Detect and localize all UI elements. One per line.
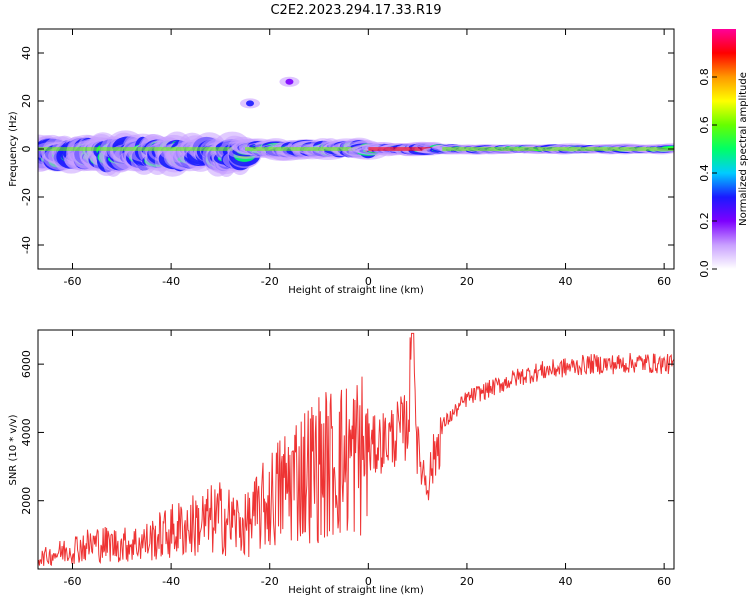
x-tick-label: 60	[657, 575, 671, 588]
x-tick-label: -60	[64, 575, 82, 588]
heatmap-blobs	[38, 76, 674, 177]
y-tick-label: 40	[20, 46, 33, 60]
x-tick-label: -20	[261, 275, 279, 288]
x-tick-label: 40	[559, 575, 573, 588]
colorbar-tick-label: 0.4	[698, 164, 711, 182]
snr-frame	[37, 329, 675, 570]
spectrogram-heatmap	[38, 76, 674, 177]
x-tick-label: 0	[365, 275, 372, 288]
colorbar-ticks: 0.0 0.2 0.4 0.6 0.8	[698, 68, 717, 278]
colorbar-label: Normalized spectral amplitude	[738, 72, 749, 226]
snr-panel: -60 -40 -20 0 20 40 60 2000 4000 6000 Height of s…	[8, 329, 675, 596]
x-tick-label: 20	[460, 275, 474, 288]
x-tick-label: -40	[162, 275, 180, 288]
y-tick-label: 6000	[20, 350, 33, 378]
colorbar-tick-label: 0.8	[698, 68, 711, 86]
snr-xlabel: Height of straight line (km)	[288, 585, 424, 596]
x-tick-label: 40	[559, 275, 573, 288]
x-tick-label: 0	[365, 575, 372, 588]
heatmap-ridge	[38, 147, 246, 151]
y-tick-label: 4000	[20, 418, 33, 446]
spectrogram-panel: -60 -40 -20 0 20 40 60 -40 -20 0 20 40 Height of st…	[8, 28, 675, 296]
x-tick-label: -20	[261, 575, 279, 588]
colorbar-gradient	[712, 29, 736, 269]
y-tick-label: -40	[20, 236, 33, 254]
snr-series	[38, 332, 674, 567]
snr-ylabel: SNR (10 * v/v)	[8, 414, 19, 485]
heatmap-cell	[285, 78, 294, 85]
x-tick-label: -60	[64, 275, 82, 288]
y-tick-label: 0	[20, 146, 33, 153]
colorbar: 0.0 0.2 0.4 0.6 0.8 Normalized spectral ampl…	[698, 29, 749, 278]
colorbar-tick-label: 0.6	[698, 116, 711, 134]
y-tick-label: 20	[20, 94, 33, 108]
y-tick-label: -20	[20, 188, 33, 206]
snr-ticks: -60 -40 -20 0 20 40 60 2000 4000 6000	[20, 330, 674, 588]
x-tick-label: 60	[657, 275, 671, 288]
snr-line	[38, 332, 674, 567]
colorbar-tick-label: 0.0	[698, 260, 711, 278]
heatmap-ridge	[368, 147, 443, 151]
heatmap-ridge	[442, 147, 674, 151]
x-tick-label: 20	[460, 575, 474, 588]
spectrogram-ticks: -60 -40 -20 0 20 40 60 -40 -20 0 20 40	[20, 29, 674, 288]
y-tick-label: 2000	[20, 487, 33, 515]
x-tick-label: -40	[162, 575, 180, 588]
spectrogram-xlabel: Height of straight line (km)	[288, 285, 424, 296]
heatmap-cell	[246, 100, 254, 107]
colorbar-tick-label: 0.2	[698, 212, 711, 230]
heatmap-ridge	[245, 147, 369, 151]
spectrogram-ylabel: Frequency (Hz)	[8, 111, 19, 187]
figure-title: C2E2.2023.294.17.33.R19	[270, 3, 441, 18]
